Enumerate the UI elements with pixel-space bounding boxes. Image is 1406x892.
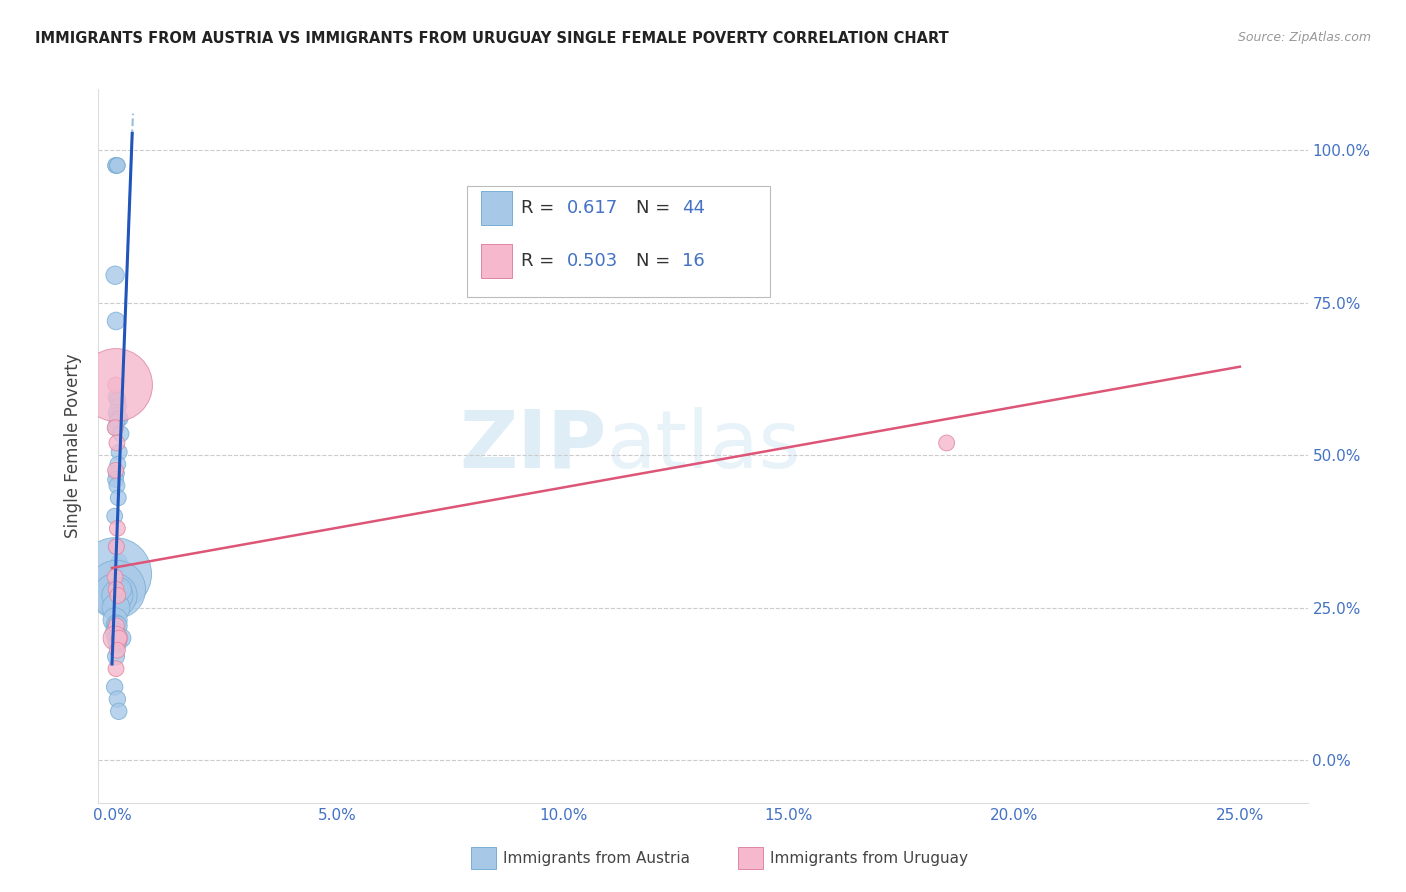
Text: 0.617: 0.617	[567, 199, 619, 217]
Point	[104, 158, 127, 172]
Point	[104, 420, 127, 434]
Point	[104, 570, 127, 584]
Text: 0.503: 0.503	[567, 252, 619, 270]
Point	[105, 540, 128, 554]
Point	[104, 158, 127, 172]
Text: R =: R =	[520, 199, 560, 217]
Y-axis label: Single Female Poverty: Single Female Poverty	[65, 354, 83, 538]
Point	[105, 467, 128, 481]
Point	[104, 509, 127, 524]
Point	[105, 436, 128, 450]
Point	[108, 582, 131, 597]
Point	[105, 405, 128, 419]
Point	[105, 409, 128, 423]
Point	[105, 582, 128, 597]
Text: atlas: atlas	[606, 407, 800, 485]
Text: IMMIGRANTS FROM AUSTRIA VS IMMIGRANTS FROM URUGUAY SINGLE FEMALE POVERTY CORRELA: IMMIGRANTS FROM AUSTRIA VS IMMIGRANTS FR…	[35, 31, 949, 46]
Point	[104, 567, 127, 582]
Point	[107, 589, 129, 603]
Point	[105, 631, 128, 645]
Point	[104, 625, 127, 640]
Point	[108, 411, 131, 425]
Text: 44: 44	[682, 199, 706, 217]
Point	[107, 458, 129, 472]
Text: Immigrants from Austria: Immigrants from Austria	[503, 851, 690, 865]
Point	[105, 619, 128, 633]
Point	[105, 314, 128, 328]
Text: ZIP: ZIP	[458, 407, 606, 485]
Point	[105, 589, 128, 603]
Point	[105, 649, 128, 664]
Point	[104, 268, 127, 283]
Point	[104, 613, 127, 627]
Point	[105, 617, 128, 632]
Point	[105, 619, 128, 633]
Point	[105, 600, 128, 615]
Point	[107, 491, 129, 505]
Point	[107, 631, 129, 645]
Point	[105, 415, 128, 429]
Point	[107, 393, 129, 408]
Point	[104, 680, 127, 694]
Point	[105, 582, 128, 597]
Point	[104, 420, 127, 434]
Point	[105, 478, 128, 492]
Point	[111, 631, 134, 645]
Point	[105, 643, 128, 657]
Point	[107, 704, 129, 718]
Point	[105, 558, 128, 572]
Text: N =: N =	[636, 252, 676, 270]
Point	[935, 436, 957, 450]
Point	[105, 390, 128, 404]
Point	[104, 631, 127, 645]
Point	[105, 692, 128, 706]
Point	[104, 473, 127, 487]
Point	[105, 158, 128, 172]
Point	[104, 378, 127, 392]
Point	[110, 426, 132, 441]
Point	[104, 589, 127, 603]
Point	[105, 378, 128, 392]
Point	[105, 158, 128, 172]
Point	[105, 540, 128, 554]
Point	[105, 637, 128, 651]
Point	[108, 445, 131, 459]
Text: N =: N =	[636, 199, 676, 217]
Point	[107, 411, 129, 425]
Text: R =: R =	[520, 252, 560, 270]
Point	[107, 400, 129, 414]
Point	[104, 463, 127, 477]
Point	[105, 521, 128, 535]
Text: Immigrants from Uruguay: Immigrants from Uruguay	[770, 851, 969, 865]
Text: 16: 16	[682, 252, 704, 270]
Point	[108, 555, 131, 569]
Point	[108, 631, 131, 645]
Point	[105, 662, 128, 676]
Text: Source: ZipAtlas.com: Source: ZipAtlas.com	[1237, 31, 1371, 45]
